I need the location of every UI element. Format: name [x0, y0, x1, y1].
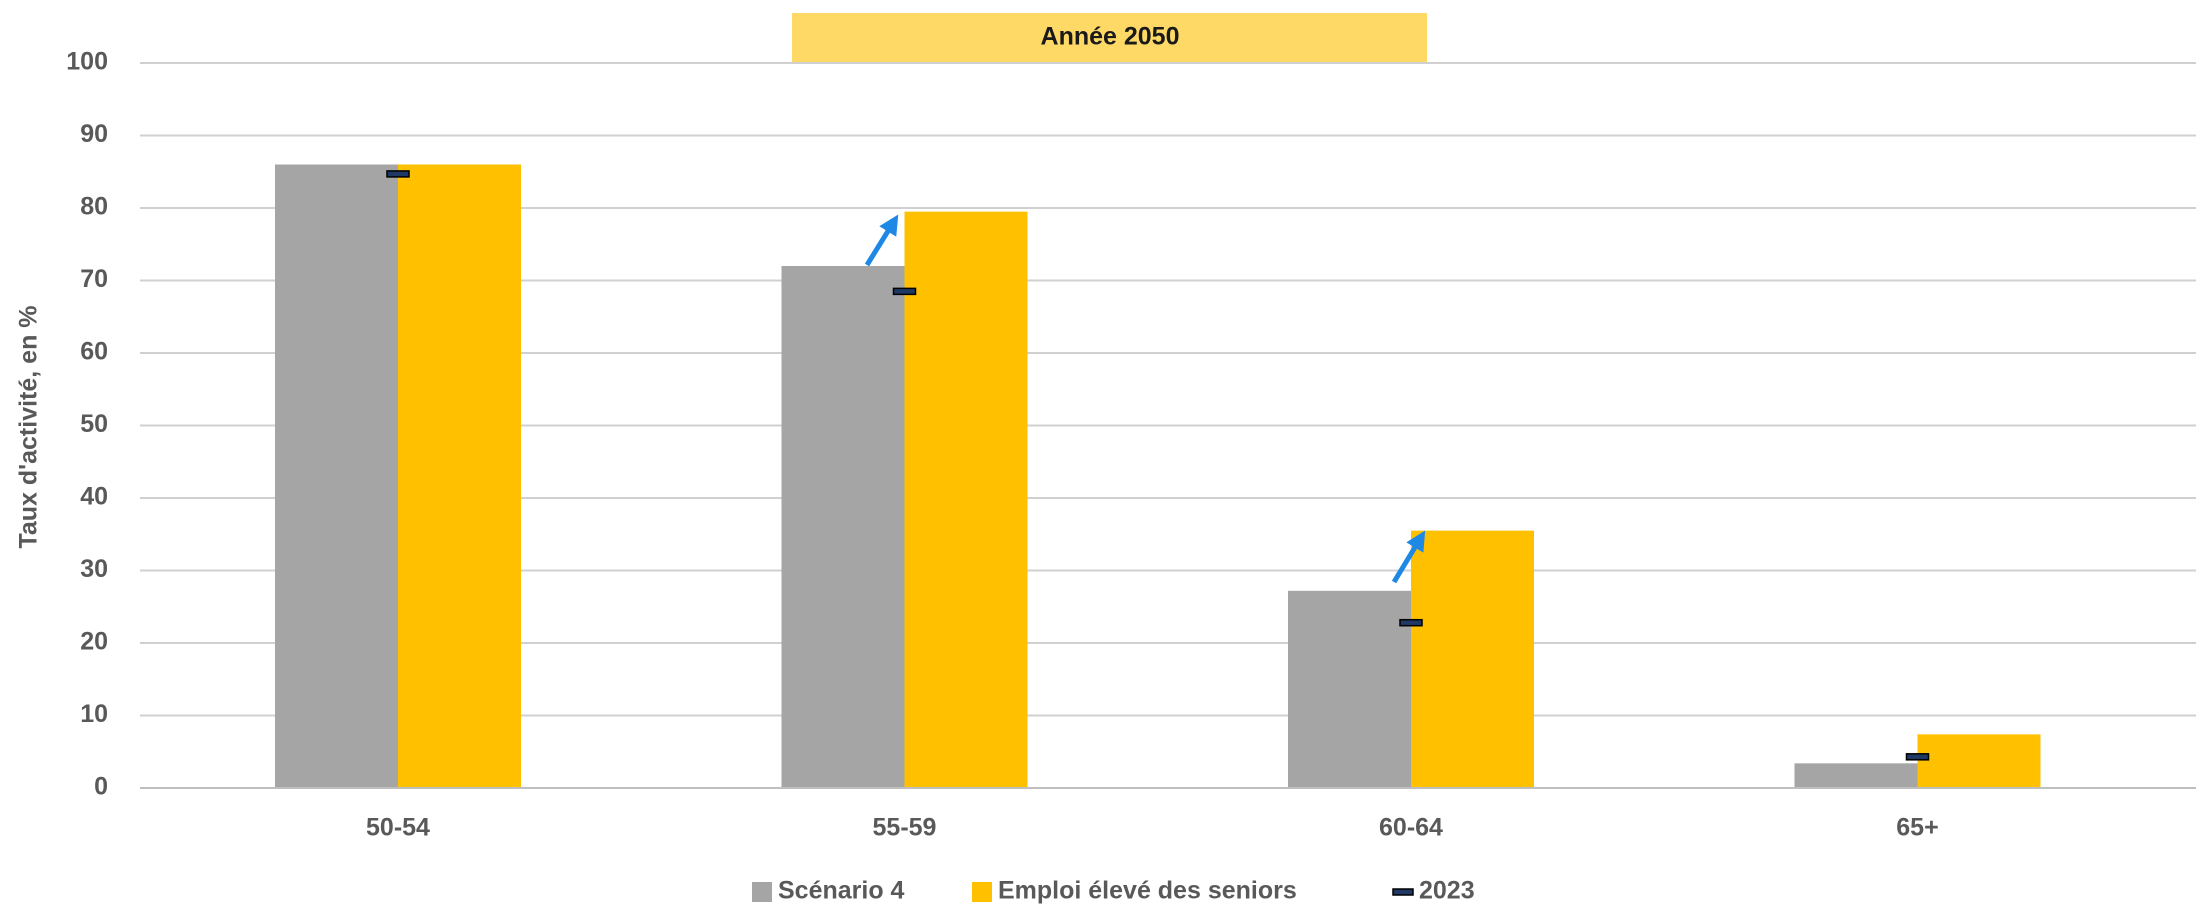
legend-swatch — [1392, 888, 1414, 896]
x-tick-label: 65+ — [1896, 814, 1938, 842]
y-tick-label: 100 — [66, 48, 108, 76]
legend-swatch — [752, 882, 772, 902]
y-tick-label: 50 — [80, 410, 108, 438]
bar — [275, 164, 398, 788]
x-tick-label: 60-64 — [1379, 814, 1443, 842]
bar — [1794, 763, 1918, 788]
y-tick-label: 30 — [80, 555, 108, 583]
y-tick-label: 80 — [80, 193, 108, 221]
y-tick-label: 60 — [80, 338, 108, 366]
y-tick-label: 0 — [94, 773, 108, 801]
y-axis-label: Taux d'activité, en % — [15, 305, 43, 548]
legend-label: 2023 — [1419, 877, 1475, 905]
chart-title: Année 2050 — [1041, 23, 1180, 51]
marker-2023 — [1399, 618, 1423, 627]
y-tick-label: 40 — [80, 483, 108, 511]
plot: 0 10 20 30 40 50 60 70 80 90 100 50-54 55-59 60-64 65+… — [66, 48, 2196, 905]
bar — [1288, 590, 1411, 788]
legend-swatch — [972, 882, 992, 902]
bar — [1917, 734, 2041, 788]
legend-label: Scénario 4 — [778, 877, 905, 905]
marker-2023 — [892, 287, 917, 296]
marker-2023 — [386, 170, 410, 178]
y-tick-label: 10 — [80, 700, 108, 728]
arrow — [1391, 530, 1426, 584]
x-tick-label: 55-59 — [873, 814, 937, 842]
bar — [781, 266, 905, 788]
bar — [1411, 530, 1534, 788]
bar — [398, 164, 521, 788]
legend-label: Emploi élevé des seniors — [998, 877, 1297, 905]
bar — [904, 211, 1028, 788]
y-tick-label: 90 — [80, 120, 108, 148]
arrow — [864, 214, 899, 267]
title-box — [792, 13, 1427, 63]
marker-2023 — [1905, 753, 1930, 761]
y-tick-label: 20 — [80, 628, 108, 656]
x-tick-label: 50-54 — [366, 814, 430, 842]
y-tick-label: 70 — [80, 265, 108, 293]
